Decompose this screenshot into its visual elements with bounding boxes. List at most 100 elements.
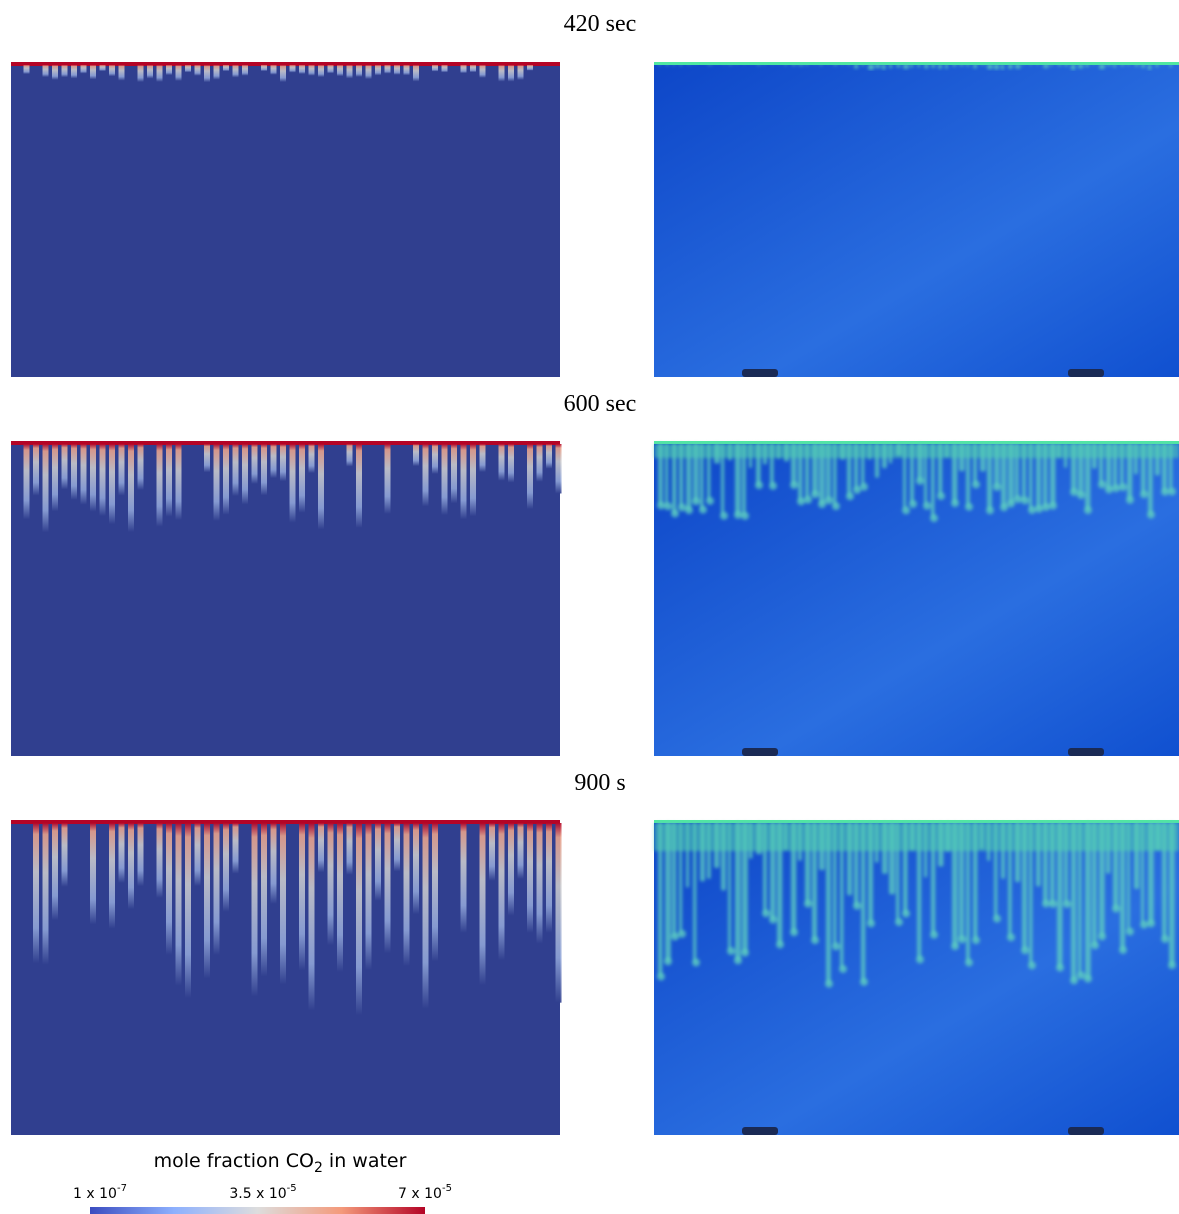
plume [910, 443, 914, 504]
plume-head [1147, 510, 1155, 519]
finger [42, 823, 49, 965]
finger [413, 444, 419, 467]
plume-head [734, 956, 742, 965]
finger [337, 823, 343, 972]
finger [194, 823, 201, 887]
finger [308, 444, 315, 474]
finger [261, 823, 267, 977]
finger [432, 444, 438, 474]
finger [90, 823, 96, 925]
finger [422, 444, 429, 507]
plume-head [804, 495, 812, 504]
plume [798, 64, 804, 66]
finger [441, 444, 448, 516]
plume-head [1028, 961, 1036, 970]
finger [375, 65, 381, 76]
plume-head [811, 936, 819, 945]
finger [204, 823, 210, 979]
plume [959, 822, 965, 940]
finger [384, 444, 391, 514]
plume-head [1070, 976, 1078, 985]
finger [52, 823, 58, 921]
finger [327, 823, 334, 946]
finger [280, 444, 286, 482]
plume-head [790, 928, 798, 937]
finger [109, 444, 115, 525]
plume [1008, 64, 1013, 69]
finger [432, 65, 438, 72]
finger [346, 65, 353, 79]
plume [847, 64, 852, 66]
finger [242, 444, 248, 505]
plume-head [706, 496, 714, 505]
plume-head [1126, 927, 1134, 936]
plume [875, 64, 881, 69]
plume [1036, 64, 1040, 66]
finger [99, 444, 106, 517]
finger [137, 823, 144, 887]
plume [791, 64, 797, 66]
plume-head [1035, 504, 1043, 513]
plume [658, 64, 662, 66]
finger [498, 444, 505, 481]
plume-head [1161, 935, 1169, 944]
plume-head [1119, 483, 1127, 492]
plume [1120, 64, 1125, 67]
finger [460, 444, 467, 520]
plume-head [1077, 491, 1085, 500]
plumes [654, 822, 1179, 988]
plume-head [776, 940, 784, 949]
plume [861, 822, 866, 982]
plume-band [654, 444, 1179, 458]
finger [527, 65, 533, 71]
plume [861, 64, 865, 66]
plume [728, 822, 732, 952]
plume [1043, 443, 1048, 508]
plume-head [657, 972, 665, 981]
plume [1127, 64, 1131, 66]
finger [166, 823, 172, 955]
experiment-background [654, 441, 1179, 756]
plume [966, 443, 970, 507]
plume-head [727, 947, 735, 956]
plume-head [930, 930, 938, 939]
plume [1029, 822, 1033, 966]
plume [721, 443, 725, 516]
plume-head [769, 481, 777, 490]
finger [527, 444, 533, 510]
plume-head [993, 483, 1001, 492]
plume-head [1084, 974, 1092, 983]
plume-head [1098, 932, 1106, 941]
finger [90, 444, 96, 512]
finger [185, 65, 191, 73]
top-layer [11, 441, 560, 445]
plume [805, 64, 810, 66]
plume [1071, 822, 1077, 981]
plume [840, 64, 845, 65]
plume [966, 822, 970, 963]
finger [213, 65, 220, 80]
plume-head [1021, 946, 1029, 955]
finger [403, 823, 410, 966]
plume-head [720, 511, 728, 520]
plume [882, 64, 886, 70]
finger [479, 823, 486, 986]
plume [1092, 822, 1097, 946]
plume [1057, 822, 1063, 968]
plume-head [762, 909, 770, 918]
finger [175, 65, 182, 81]
plume [686, 64, 692, 65]
finger [90, 65, 96, 80]
finger [432, 823, 438, 962]
plume [896, 64, 901, 68]
finger [375, 823, 381, 901]
plume [777, 822, 783, 945]
plume [987, 443, 993, 511]
plume-head [1091, 941, 1099, 950]
plume [1155, 64, 1159, 68]
finger [80, 65, 87, 74]
plume-head [902, 909, 910, 918]
top-layer [11, 820, 560, 824]
plume [826, 64, 831, 65]
